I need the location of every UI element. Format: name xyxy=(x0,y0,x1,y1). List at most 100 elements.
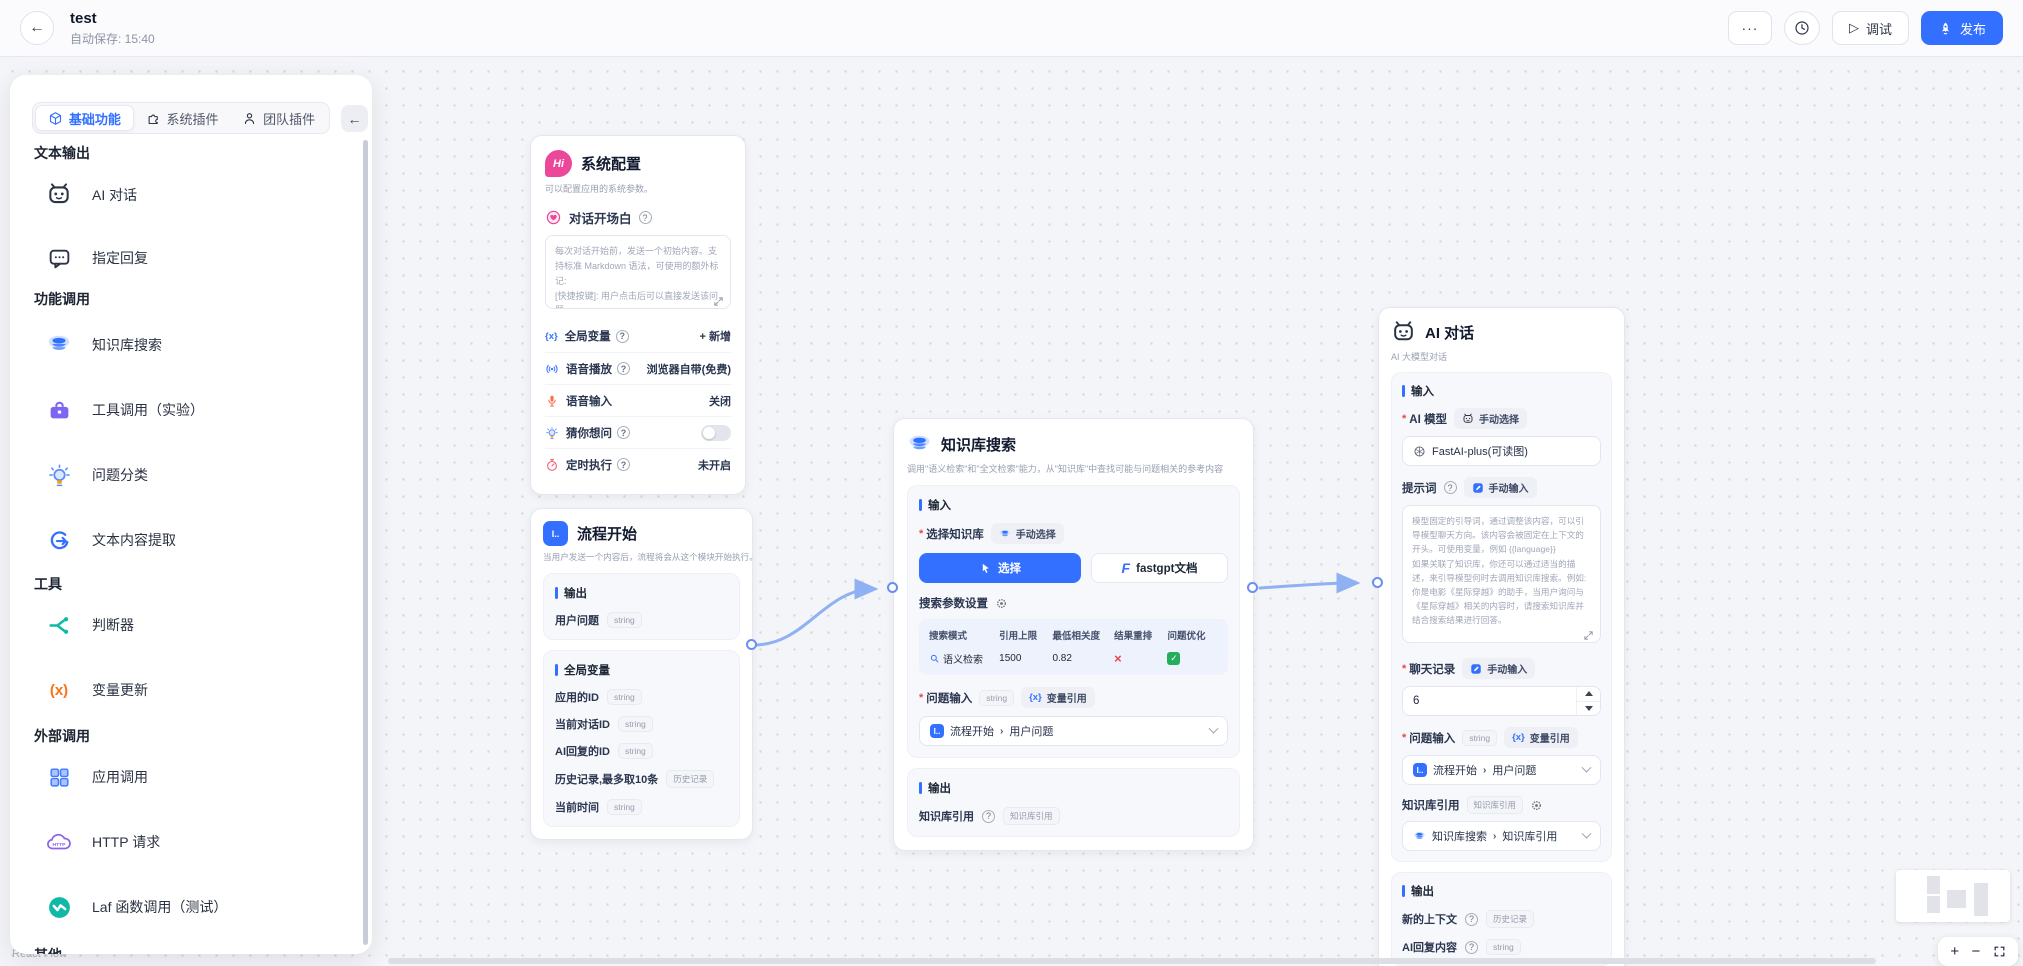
more-button[interactable]: ··· xyxy=(1727,11,1772,45)
tab-team-plugins[interactable]: 团队插件 xyxy=(230,105,327,131)
module-item-content-extract[interactable]: 文本内容提取 xyxy=(34,520,334,560)
stepper-up[interactable] xyxy=(1577,687,1600,701)
module-item-question-classify[interactable]: 问题分类 xyxy=(34,455,334,495)
type-badge: string xyxy=(979,689,1015,706)
handle-kbsearch-input[interactable] xyxy=(887,582,898,593)
panel-scrollbar[interactable] xyxy=(363,140,368,945)
horizontal-scrollbar[interactable] xyxy=(388,958,1876,964)
source-field: 知识库引用 xyxy=(1502,831,1558,843)
node-ai-chat[interactable]: AI 对话 AI 大模型对话 输入 * AI 模型 手动选择 FastAI-pl… xyxy=(1378,307,1625,966)
history-count-input[interactable]: 6 xyxy=(1402,686,1601,716)
microphone-icon xyxy=(545,394,559,408)
module-item-http-request[interactable]: HTTP 请求 xyxy=(34,822,334,862)
collapse-panel-button[interactable]: ← xyxy=(341,105,368,132)
prompt-textarea[interactable] xyxy=(1402,505,1601,643)
question-guide-toggle[interactable] xyxy=(701,424,731,441)
dataset-card[interactable]: F fastgpt文档 xyxy=(1091,553,1228,583)
prompt-mode-tag[interactable]: 手动输入 xyxy=(1463,477,1537,498)
section-global-variables: 全局变量 xyxy=(555,662,728,678)
zoom-out-button[interactable]: − xyxy=(1971,943,1981,960)
history-button[interactable] xyxy=(1783,11,1820,45)
type-badge: 知识库引用 xyxy=(1466,796,1524,814)
category-other: 其他 xyxy=(34,945,62,954)
col-header: 结果重排 xyxy=(1114,631,1153,642)
var-label: 当前对话ID xyxy=(555,719,610,731)
source-node: 流程开始 xyxy=(1433,765,1477,777)
chevron-down-icon xyxy=(1581,762,1592,773)
back-button[interactable]: ← xyxy=(20,11,54,45)
robot-icon xyxy=(1391,320,1416,345)
tab-system-plugins[interactable]: 系统插件 xyxy=(134,105,231,131)
dataset-mode-tag[interactable]: 手动选择 xyxy=(990,523,1064,544)
module-item-laf-function[interactable]: Laf 函数调用（测试） xyxy=(34,887,334,927)
lightbulb-icon xyxy=(46,462,72,488)
gear-icon[interactable] xyxy=(995,597,1008,610)
module-item-app-call[interactable]: 应用调用 xyxy=(34,757,334,797)
history-mode-tag[interactable]: 手动输入 xyxy=(1462,658,1536,679)
handle-flowstart-output[interactable] xyxy=(746,639,757,650)
handle-aichat-input[interactable] xyxy=(1372,577,1383,588)
module-item-label: 指定回复 xyxy=(92,250,148,266)
module-item-kb-search[interactable]: 知识库搜索 xyxy=(34,325,334,365)
node-subtitle: 调用"语义检索"和"全文检索"能力，从"知识库"中查找可能与问题相关的参考内容 xyxy=(907,464,1224,474)
var-label: AI回复的ID xyxy=(555,746,610,758)
variable-ref-tag[interactable]: {x} 变量引用 xyxy=(1021,687,1095,708)
quote-source-select[interactable]: 知识库搜索 › 知识库引用 xyxy=(1402,821,1601,851)
output-label: 知识库引用 xyxy=(919,811,974,823)
type-badge: string xyxy=(607,689,642,705)
breadcrumb-separator: › xyxy=(1483,764,1487,776)
question-source-select[interactable]: I.. 流程开始 › 用户问题 xyxy=(919,716,1228,746)
var-label: 应用的ID xyxy=(555,692,599,704)
config-row-question-guide[interactable]: 猜你想问? xyxy=(545,416,731,448)
tab-basic-modules[interactable]: 基础功能 xyxy=(35,105,134,131)
config-row-tts[interactable]: 语音播放? 浏览器自带(免费) xyxy=(545,352,731,384)
expand-icon[interactable] xyxy=(713,296,724,307)
module-item-label: 问题分类 xyxy=(92,467,148,483)
config-row-global-variables[interactable]: {x} 全局变量? + 新增 xyxy=(545,320,731,352)
module-item-label: Laf 函数调用（测试） xyxy=(92,899,228,915)
module-item-assigned-reply[interactable]: 指定回复 xyxy=(34,238,334,278)
publish-button[interactable]: 发布 xyxy=(1920,11,2003,45)
puzzle-icon xyxy=(146,111,161,126)
fit-view-button[interactable] xyxy=(1993,945,2006,958)
collapse-arrow-icon: ← xyxy=(347,110,362,127)
col-header: 引用上限 xyxy=(999,631,1038,642)
node-flow-start[interactable]: I.. 流程开始 当用户发送一个内容后，流程将会从这个模块开始执行。 输出 用户… xyxy=(530,508,758,840)
tab-label: 系统插件 xyxy=(166,111,219,127)
module-item-tool-call[interactable]: 工具调用（实验） xyxy=(34,390,334,430)
database-icon xyxy=(999,528,1011,540)
model-select[interactable]: FastAI-plus(可读图) xyxy=(1402,436,1601,466)
debug-button[interactable]: ▷ 调试 xyxy=(1831,11,1909,45)
module-item-judge[interactable]: 判断器 xyxy=(34,605,334,645)
var-row: 当前对话ID string xyxy=(555,716,728,732)
config-row-speech-input[interactable]: 语音输入 关闭 xyxy=(545,384,731,416)
model-mode-tag[interactable]: 手动选择 xyxy=(1453,408,1527,429)
config-value[interactable]: 关闭 xyxy=(709,395,731,408)
question-source-select[interactable]: I.. 流程开始 › 用户问题 xyxy=(1402,755,1601,785)
config-row-scheduled-run[interactable]: 定时执行? 未开启 xyxy=(545,448,731,480)
help-icon: ? xyxy=(617,458,630,471)
module-item-variable-update[interactable]: (x) 变量更新 xyxy=(34,670,334,710)
node-system-config[interactable]: Hi 系统配置 可以配置应用的系统参数。 对话开场白 ? {x} 全局变量? +… xyxy=(530,135,746,495)
chevron-down-icon xyxy=(1581,828,1592,839)
expand-icon[interactable] xyxy=(1583,630,1594,641)
gear-icon[interactable] xyxy=(1530,799,1543,812)
grid-icon xyxy=(46,764,72,790)
zoom-in-button[interactable]: + xyxy=(1950,943,1960,960)
module-item-ai-chat[interactable]: AI 对话 xyxy=(34,175,334,215)
minimap[interactable] xyxy=(1896,870,2010,922)
stepper-down[interactable] xyxy=(1577,700,1600,716)
node-title: 知识库搜索 xyxy=(941,437,1017,454)
welcome-label: 对话开场白 xyxy=(569,212,632,226)
select-dataset-button[interactable]: 选择 xyxy=(919,553,1081,583)
branch-icon xyxy=(46,612,72,638)
node-kb-search[interactable]: 知识库搜索 调用"语义检索"和"全文检索"能力，从"知识库"中查找可能与问题相关… xyxy=(893,418,1254,851)
handle-kbsearch-output[interactable] xyxy=(1247,582,1258,593)
config-value[interactable]: 未开启 xyxy=(698,459,731,472)
variable-ref-tag[interactable]: {x} 变量引用 xyxy=(1504,727,1578,748)
config-value[interactable]: 浏览器自带(免费) xyxy=(646,363,731,376)
config-value[interactable]: + 新增 xyxy=(699,331,731,343)
welcome-textarea[interactable] xyxy=(545,235,731,309)
minimap-node xyxy=(1974,883,1988,916)
fit-view-icon xyxy=(1993,945,2006,958)
